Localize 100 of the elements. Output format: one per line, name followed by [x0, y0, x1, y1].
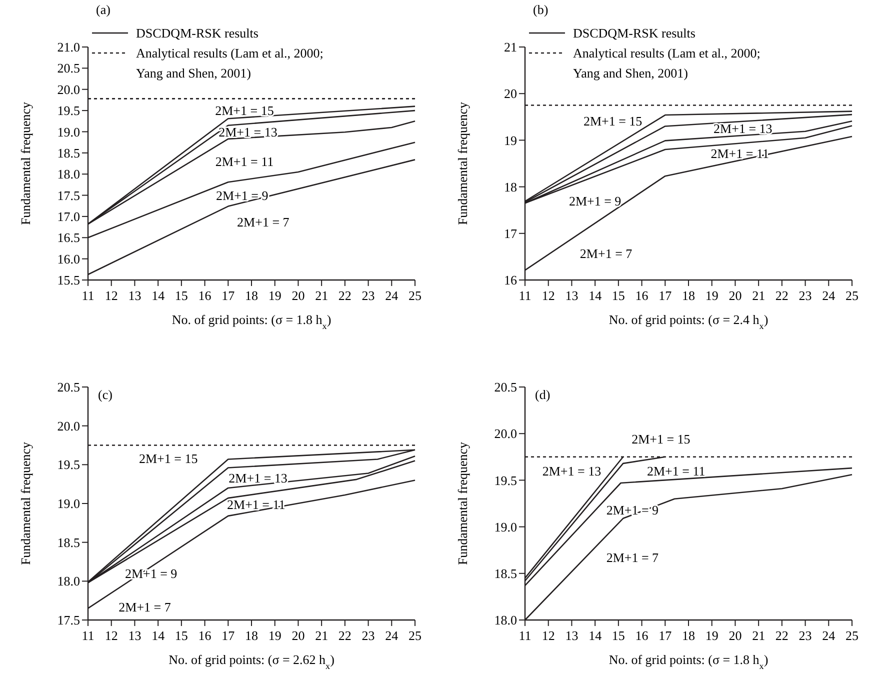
chart-title: (b) — [533, 2, 548, 17]
x-tick-label: 21 — [752, 628, 766, 643]
annotation: 2M+1 = 7 — [118, 599, 172, 614]
x-tick-label: 17 — [658, 628, 672, 643]
y-axis-title: Fundamental frequency — [18, 101, 33, 226]
x-tick-label: 19 — [705, 288, 718, 303]
x-tick-label: 16 — [198, 288, 212, 303]
x-axis-title: No. of grid points: (σ = 2.62 h$_{x}$) — [168, 652, 334, 671]
y-tick-label: 19.5 — [494, 472, 517, 488]
x-tick-label: 24 — [822, 288, 836, 303]
x-tick-label: 19 — [705, 628, 718, 643]
x-tick-label: 22 — [775, 628, 788, 643]
y-tick-label: 17.5 — [57, 188, 80, 203]
x-tick-label: 11 — [518, 628, 532, 643]
y-tick-label: 18.5 — [57, 145, 80, 160]
x-axis-title: No. of grid points: (σ = 1.8 h$_{x}$) — [172, 312, 332, 331]
x-tick-label: 23 — [798, 628, 812, 643]
y-tick-label: 16.5 — [57, 230, 80, 246]
x-tick-label: 12 — [542, 288, 555, 303]
x-tick-label: 23 — [362, 288, 375, 303]
x-tick-label: 17 — [222, 628, 236, 643]
y-tick-label: 18.0 — [57, 166, 80, 182]
x-tick-label: 25 — [846, 628, 858, 643]
x-axis-title: No. of grid points: (σ = 2.4 h$_{x}$) — [608, 312, 768, 331]
x-tick-label: 15 — [174, 288, 188, 303]
x-tick-label: 19 — [268, 628, 282, 643]
x-tick-label: 14 — [152, 628, 166, 643]
x-tick-label: 15 — [612, 288, 625, 303]
y-tick-label: 19.0 — [57, 496, 80, 512]
y-tick-label: 18.5 — [57, 534, 80, 550]
annotation: 2M+1 = 13 — [714, 121, 772, 136]
x-tick-label: 21 — [315, 288, 328, 303]
annotation: 2M+1 = 7 — [237, 214, 290, 230]
annotation: 2M+1 = 15 — [583, 114, 642, 129]
y-tick-label: 20.5 — [57, 60, 80, 76]
y-tick-label: 19.0 — [57, 124, 80, 140]
y-tick-label: 18 — [504, 179, 517, 194]
annotation: 2M+1 = 13 — [542, 463, 602, 478]
x-tick-label: 14 — [152, 288, 166, 303]
x-tick-label: 23 — [798, 288, 812, 303]
legend-label: Analytical results (Lam et al., 2000; Yang and Shen, 2001) — [573, 46, 760, 81]
y-axis-title: Fundamental frequency — [455, 101, 470, 226]
x-tick-label: 16 — [635, 628, 649, 643]
x-tick-label: 21 — [315, 628, 328, 643]
annotation: 2M+1 = 15 — [215, 103, 274, 118]
annotation: 2M+1 = 13 — [218, 124, 278, 140]
x-tick-label: 24 — [822, 628, 836, 643]
x-tick-label: 16 — [198, 628, 212, 643]
x-tick-label: 13 — [565, 628, 578, 643]
y-tick-label: 21.0 — [57, 40, 80, 55]
x-tick-label: 11 — [82, 628, 94, 643]
x-tick-label: 12 — [104, 628, 118, 643]
y-tick-label: 20.5 — [494, 380, 517, 395]
chart-title: (c) — [98, 387, 112, 402]
x-tick-label: 14 — [588, 628, 602, 643]
x-tick-label: 13 — [565, 288, 578, 303]
legend-label: DSCDQM-RSK results — [136, 26, 258, 41]
x-tick-label: 25 — [408, 628, 422, 643]
annotation: 2M+1 = 7 — [580, 246, 633, 261]
y-tick-label: 15.5 — [57, 272, 80, 288]
y-tick-label: 18.0 — [57, 574, 80, 589]
annotation: 2M+1 = 15 — [138, 451, 198, 466]
y-tick-label: 16 — [504, 272, 518, 288]
legend-label: Analytical results (Lam et al., 2000; Yang and Shen, 2001) — [136, 46, 324, 81]
x-tick-label: 25 — [846, 288, 858, 303]
x-tick-label: 15 — [612, 628, 625, 643]
x-tick-label: 20 — [292, 288, 305, 303]
x-tick-label: 15 — [174, 628, 188, 643]
y-tick-label: 18.5 — [494, 566, 517, 581]
legend-label: DSCDQM-RSK results — [573, 26, 696, 41]
annotation: 2M+1 = 11 — [646, 463, 706, 478]
x-tick-label: 24 — [385, 288, 399, 303]
x-tick-label: 20 — [728, 288, 742, 303]
x-tick-label: 25 — [408, 288, 422, 303]
x-tick-label: 19 — [268, 288, 282, 303]
y-tick-label: 17.5 — [57, 612, 80, 628]
y-tick-label: 17.0 — [57, 209, 80, 224]
x-tick-label: 16 — [635, 288, 649, 303]
x-tick-label: 18 — [245, 628, 258, 643]
x-tick-label: 20 — [292, 628, 305, 643]
x-tick-label: 18 — [245, 288, 258, 303]
x-tick-label: 11 — [82, 288, 94, 303]
annotation: 2M+1 = 9 — [568, 193, 622, 208]
x-tick-label: 13 — [128, 288, 142, 303]
y-tick-label: 19.0 — [494, 519, 517, 534]
y-tick-label: 20.0 — [57, 418, 80, 434]
x-tick-label: 12 — [104, 288, 118, 303]
chart-title: (a) — [96, 2, 110, 17]
x-axis-title: No. of grid points: (σ = 1.8 h$_{x}$) — [608, 652, 768, 671]
x-tick-label: 23 — [362, 628, 375, 643]
x-tick-label: 22 — [338, 288, 352, 303]
x-tick-label: 22 — [338, 628, 352, 643]
x-tick-label: 11 — [518, 288, 532, 303]
y-tick-label: 20.5 — [57, 380, 80, 395]
annotation: 2M+1 = 7 — [606, 550, 660, 566]
annotation: 2M+1 = 13 — [228, 470, 288, 486]
y-tick-label: 18.0 — [494, 612, 517, 628]
y-tick-label: 21 — [504, 40, 517, 55]
x-tick-label: 13 — [128, 628, 142, 643]
y-tick-label: 19.5 — [57, 103, 80, 118]
